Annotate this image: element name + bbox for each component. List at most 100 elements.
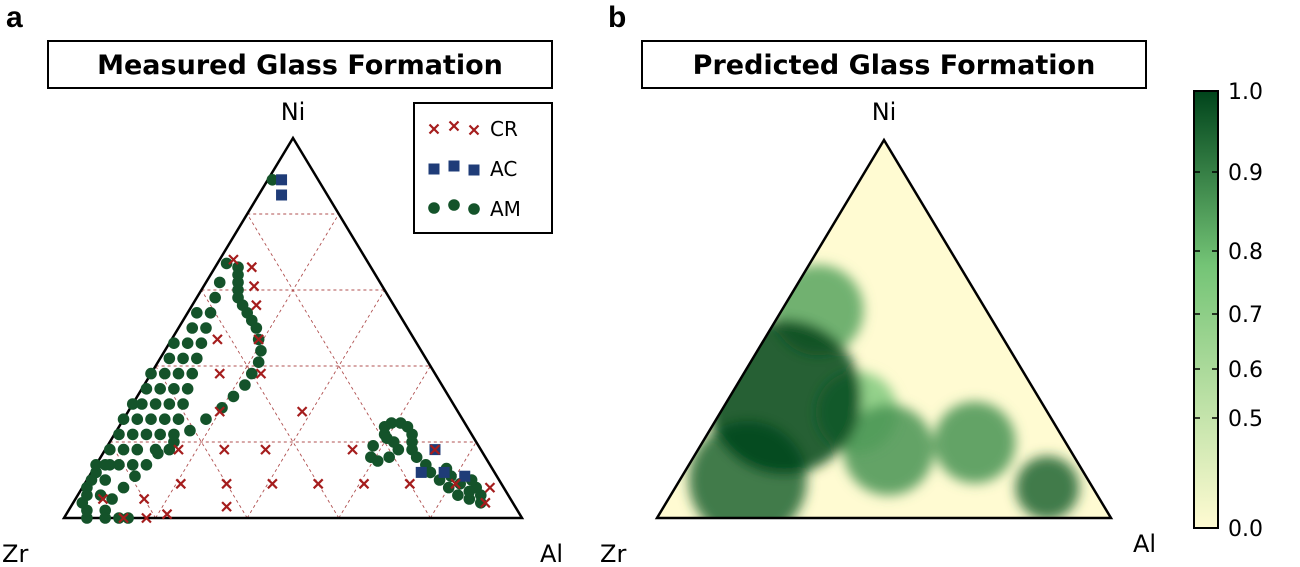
data-point-am [195, 337, 208, 350]
data-point-cr [246, 261, 258, 273]
data-point-cr [173, 444, 184, 455]
data-point-am [158, 367, 171, 380]
data-point-am [252, 356, 265, 369]
legend-markers [428, 120, 480, 215]
data-point-am [113, 428, 125, 441]
data-point-am [250, 322, 263, 334]
title-b: Predicted Glass Formation [693, 50, 1096, 81]
data-point-am [383, 451, 395, 464]
data-point-am [181, 383, 194, 395]
ternary-triangle-b [654, 137, 1114, 520]
data-point-cr [212, 334, 223, 345]
data-point-am [381, 432, 393, 445]
data-point-cr [138, 493, 150, 505]
data-point-am [181, 337, 194, 350]
data-point-am [168, 428, 180, 441]
data-point-cr [347, 444, 358, 455]
data-point-am [177, 352, 189, 365]
colorbar-gradient [1193, 90, 1219, 529]
legend-marker-ac [428, 163, 440, 175]
data-point-am [200, 413, 212, 426]
colorbar-ticks: 1.0 0.9 0.8 0.7 0.6 0.5 0.0 [1194, 80, 1263, 542]
data-point-am [204, 307, 217, 319]
legend-marker-cr [468, 124, 480, 136]
data-point-am [158, 413, 171, 426]
data-point-am [177, 398, 189, 410]
ternary-triangle-a [61, 135, 525, 520]
data-point-cr [312, 478, 324, 490]
vertex-label-ni-a: Ni [281, 98, 306, 126]
data-point-am [131, 443, 144, 456]
legend: CR AC AM [413, 102, 553, 234]
colorbar-tick-label: 0.9 [1228, 161, 1263, 186]
data-point-am [140, 383, 153, 395]
vertex-label-zr-a: Zr [2, 540, 28, 567]
colorbar-tick-label: 0.6 [1228, 358, 1263, 383]
data-point-am [367, 440, 379, 452]
data-point-am [129, 470, 141, 483]
panel-letter-a: a [6, 1, 23, 34]
data-point-am [140, 459, 153, 471]
data-point-am [452, 489, 464, 502]
colorbar-tick-label: 0.8 [1228, 240, 1263, 265]
data-point-am [255, 345, 267, 357]
legend-marker-cr [448, 120, 460, 132]
data-point-ac [459, 470, 471, 482]
data-point-am [117, 443, 130, 456]
vertex-label-al-b: Al [1133, 530, 1156, 558]
legend-label-am: AM [490, 197, 521, 221]
data-point-cr [260, 444, 271, 455]
data-point-cr [141, 512, 152, 524]
data-point-am [99, 474, 112, 486]
data-point-am [113, 459, 125, 471]
data-point-am [463, 485, 476, 498]
heatmap-region [843, 404, 934, 496]
legend-marker-ac [448, 160, 460, 172]
data-point-am [136, 398, 148, 410]
title-a: Measured Glass Formation [97, 50, 503, 81]
data-point-am [245, 367, 258, 380]
data-point-cr [161, 508, 173, 520]
data-point-am [168, 337, 180, 350]
panel-a: Ni Zr Al CR AC AM [2, 98, 563, 567]
colorbar-tick-label: 0.7 [1228, 303, 1263, 328]
title-box-a [47, 40, 553, 89]
data-point-cr [358, 478, 370, 490]
data-point-am [163, 352, 176, 365]
data-point-am [145, 413, 157, 426]
heatmap-region [933, 401, 1016, 484]
data-point-am [99, 459, 112, 471]
legend-marker-ac [468, 164, 480, 176]
data-point-am [90, 459, 102, 471]
data-point-cr [251, 299, 262, 311]
data-point-am [117, 481, 130, 494]
data-point-cr [221, 501, 232, 512]
data-point-ac [415, 466, 427, 478]
legend-marker-am [448, 199, 460, 211]
data-point-am [385, 417, 398, 429]
data-point-am [200, 322, 212, 334]
data-point-am [154, 383, 166, 395]
legend-marker-am [428, 202, 440, 214]
grid-line [246, 213, 431, 519]
heatmap-region [1015, 455, 1080, 518]
data-point-ac [276, 174, 288, 186]
data-point-am [163, 398, 176, 410]
data-point-cr [219, 444, 230, 455]
vertex-label-al-a: Al [540, 540, 563, 567]
data-point-ac [438, 466, 450, 478]
data-point-cr [228, 254, 239, 265]
data-point-cr [255, 368, 267, 379]
data-point-cr [175, 478, 187, 490]
data-point-am [99, 512, 112, 524]
data-point-cr [214, 406, 225, 417]
data-point-am [145, 367, 157, 380]
colorbar-tick-label: 1.0 [1228, 80, 1263, 105]
legend-marker-am [468, 203, 480, 215]
data-point-cr [480, 497, 491, 509]
data-point-am [266, 174, 279, 186]
data-point-am [106, 493, 118, 505]
data-point-am [209, 291, 221, 304]
data-point-am [149, 398, 162, 410]
